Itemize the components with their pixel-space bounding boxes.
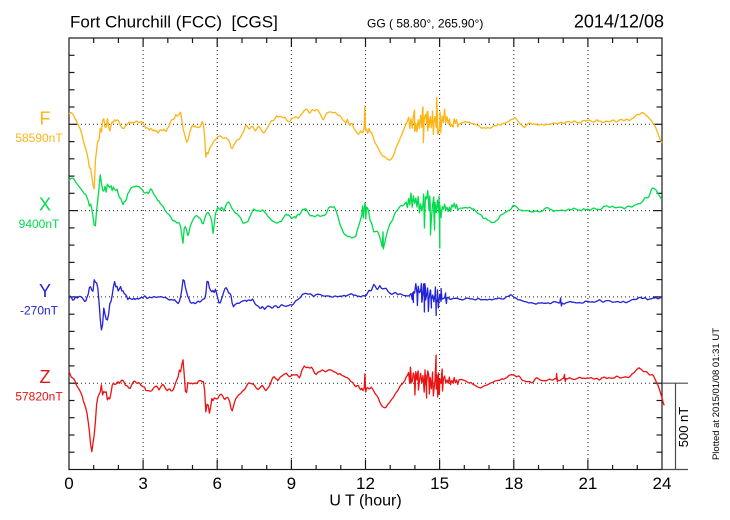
svg-text:X: X [39, 195, 51, 215]
svg-text:58590nT: 58590nT [15, 131, 63, 145]
svg-text:9400nT: 9400nT [19, 217, 60, 231]
svg-text:GG ( 58.80°, 265.90°): GG ( 58.80°, 265.90°) [367, 17, 483, 31]
svg-text:3: 3 [138, 474, 147, 493]
svg-text:Fort Churchill (FCC) [CGS]: Fort Churchill (FCC) [CGS] [70, 13, 278, 32]
svg-text:U T (hour): U T (hour) [329, 493, 401, 510]
svg-text:Y: Y [39, 281, 51, 301]
svg-text:0: 0 [64, 474, 73, 493]
svg-text:9: 9 [287, 474, 296, 493]
svg-text:6: 6 [212, 474, 221, 493]
svg-text:-270nT: -270nT [20, 303, 59, 317]
svg-text:24: 24 [653, 474, 672, 493]
svg-text:Z: Z [40, 367, 51, 387]
svg-text:12: 12 [356, 474, 375, 493]
svg-text:500 nT: 500 nT [676, 407, 691, 448]
svg-text:F: F [40, 108, 51, 128]
svg-text:21: 21 [578, 474, 597, 493]
svg-text:57820nT: 57820nT [15, 390, 63, 404]
svg-text:18: 18 [504, 474, 523, 493]
svg-text:15: 15 [430, 474, 449, 493]
svg-text:Plotted at 2015/01/08 01:31 UT: Plotted at 2015/01/08 01:31 UT [711, 328, 722, 460]
svg-text:2014/12/08: 2014/12/08 [574, 12, 664, 32]
